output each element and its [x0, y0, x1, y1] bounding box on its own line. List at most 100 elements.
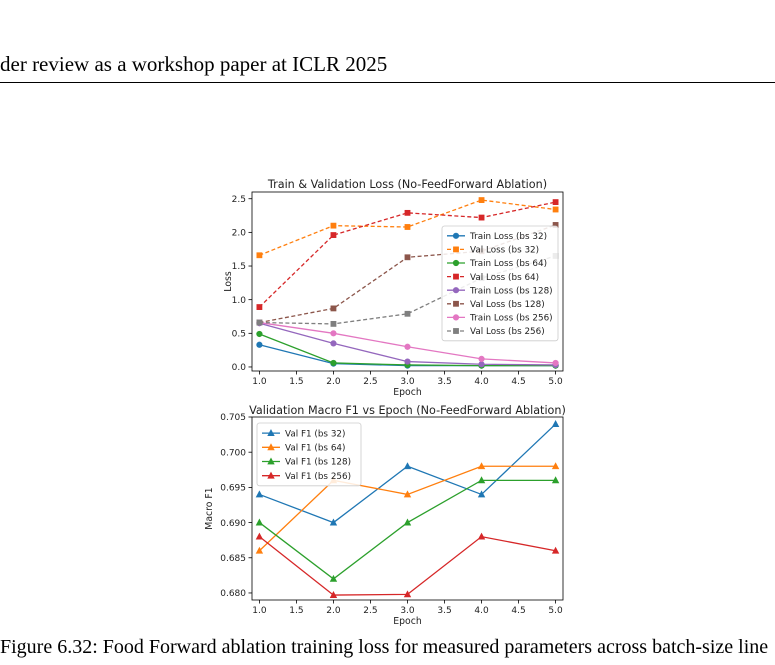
loss-y-tick-label: 0.0: [232, 363, 247, 373]
loss-data-point: [256, 341, 263, 348]
loss-x-tick-label: 2.0: [326, 377, 341, 387]
figure-caption: Figure 6.32: Food Forward ablation train…: [0, 636, 769, 658]
loss-legend-label: Val Loss (bs 64): [470, 273, 539, 283]
loss-data-point: [478, 361, 485, 368]
loss-x-tick-label: 3.0: [400, 377, 415, 387]
loss-legend-marker: [453, 273, 459, 280]
f1-x-tick-label: 1.5: [289, 606, 303, 616]
f1-data-point: [403, 518, 412, 526]
loss-data-point: [478, 355, 485, 362]
loss-data-point: [552, 206, 559, 213]
f1-y-tick-label: 0.690: [220, 519, 246, 529]
f1-y-tick-label: 0.705: [220, 413, 246, 423]
loss-data-point: [256, 252, 263, 259]
loss-legend-label: Train Loss (bs 32): [469, 232, 547, 242]
loss-data-point: [330, 359, 337, 367]
f1-y-tick-label: 0.695: [220, 484, 246, 494]
f1-data-point: [329, 591, 338, 598]
f1-data-point: [551, 420, 560, 427]
loss-data-point: [552, 359, 559, 367]
f1-data-point: [255, 546, 264, 554]
f1-legend-label: Val F1 (bs 64): [285, 444, 345, 454]
loss-y-tick-label: 0.5: [232, 330, 246, 340]
f1-chart-title: Validation Macro F1 vs Epoch (No-FeedFor…: [249, 404, 566, 417]
loss-data-point: [478, 197, 485, 203]
f1-data-point: [403, 590, 412, 598]
loss-legend-marker: [452, 232, 460, 239]
f1-x-tick-label: 2.5: [363, 606, 377, 616]
loss-x-tick-label: 1.0: [252, 377, 267, 387]
f1-y-tick-label: 0.685: [220, 554, 246, 564]
loss-legend-marker: [453, 246, 459, 253]
f1-x-tick-label: 3.0: [400, 606, 415, 616]
loss-data-point: [404, 209, 411, 216]
loss-legend-label: Train Loss (bs 256): [469, 314, 553, 324]
loss-data-point: [404, 343, 411, 350]
loss-data-point: [330, 222, 337, 229]
loss-y-tick-label: 2.0: [232, 229, 247, 239]
loss-legend-label: Val Loss (bs 32): [470, 246, 539, 256]
loss-legend-marker: [452, 287, 460, 294]
loss-series-1: [256, 197, 559, 259]
f1-series-1: [255, 462, 560, 554]
f1-data-point: [551, 476, 560, 484]
f1-series-2: [255, 476, 560, 582]
f1-x-tick-label: 1.0: [252, 606, 267, 616]
f1-data-point: [255, 532, 264, 540]
loss-data-point: [330, 232, 337, 238]
f1-data-point: [477, 490, 486, 498]
loss-series-line: [259, 199, 556, 256]
header-rule: [0, 82, 775, 83]
f1-data-point: [551, 462, 560, 470]
f1-series-0: [255, 420, 560, 526]
f1-legend-marker: [267, 471, 275, 479]
loss-y-axis-label: Loss: [223, 271, 234, 292]
f1-y-tick-label: 0.680: [220, 589, 246, 599]
f1-legend-marker: [267, 457, 275, 465]
f1-legend-label: Val F1 (bs 128): [285, 458, 351, 468]
loss-x-tick-label: 2.5: [363, 377, 377, 387]
loss-series-3: [256, 199, 559, 310]
loss-legend-marker: [452, 314, 460, 321]
loss-data-point: [256, 319, 263, 326]
loss-data-point: [404, 358, 411, 365]
f1-legend-box: [256, 422, 362, 487]
f1-data-point: [255, 518, 264, 526]
loss-legend-marker: [453, 300, 459, 307]
loss-legend-label: Train Loss (bs 128): [469, 286, 553, 296]
loss-y-tick-label: 1.5: [232, 262, 246, 272]
loss-data-point: [404, 254, 411, 261]
f1-legend-label: Val F1 (bs 256): [285, 472, 351, 482]
f1-series-line: [259, 535, 556, 596]
loss-data-point: [330, 320, 337, 327]
loss-data-point: [478, 214, 485, 221]
page-header: der review as a workshop paper at ICLR 2…: [0, 52, 388, 76]
loss-legend-label: Val Loss (bs 256): [470, 327, 545, 337]
loss-legend-label: Train Loss (bs 64): [469, 259, 547, 269]
loss-data-point: [256, 330, 263, 338]
f1-data-point: [403, 490, 412, 498]
loss-series-line: [258, 201, 556, 308]
f1-data-point: [329, 518, 338, 526]
loss-legend-marker: [452, 259, 460, 267]
f1-legend-marker: [267, 429, 275, 437]
f1-x-tick-label: 3.5: [437, 606, 451, 616]
f1-chart: Validation Macro F1 vs Epoch (No-FeedFor…: [204, 404, 566, 627]
loss-legend-marker: [453, 328, 459, 334]
f1-data-point: [477, 476, 486, 484]
loss-series-4: [256, 320, 559, 369]
f1-y-axis-label: Macro F1: [204, 487, 215, 529]
loss-data-point: [256, 304, 263, 310]
f1-x-tick-label: 4.5: [511, 606, 525, 616]
loss-legend: Train Loss (bs 32) Val Loss (bs 32) Train …: [441, 225, 559, 342]
f1-data-point: [403, 462, 412, 470]
f1-x-tick-label: 5.0: [548, 606, 563, 616]
loss-x-tick-label: 4.0: [474, 377, 489, 387]
f1-x-tick-label: 2.0: [326, 606, 341, 616]
loss-data-point: [404, 310, 411, 317]
f1-x-axis-label: Epoch: [393, 616, 422, 627]
loss-data-point: [552, 199, 559, 205]
f1-data-point: [551, 546, 560, 554]
loss-x-tick-label: 4.5: [511, 377, 525, 387]
